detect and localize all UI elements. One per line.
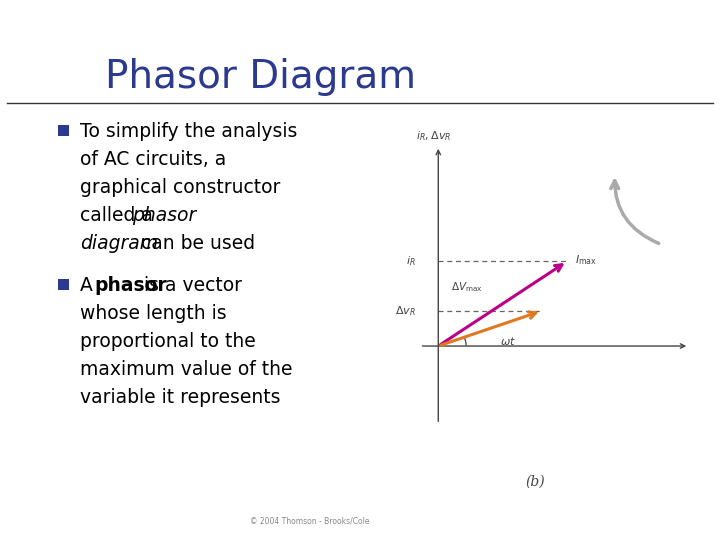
Text: $i_R,\Delta v_R$: $i_R,\Delta v_R$: [416, 129, 451, 143]
Text: diagram: diagram: [80, 234, 158, 253]
FancyArrowPatch shape: [611, 181, 659, 244]
Text: is a vector: is a vector: [138, 276, 242, 295]
Text: $i_R$: $i_R$: [406, 254, 416, 268]
Text: of AC circuits, a: of AC circuits, a: [80, 150, 226, 169]
Text: $I_{\rm max}$: $I_{\rm max}$: [575, 253, 596, 267]
Text: © 2004 Thomson - Brooks/Cole: © 2004 Thomson - Brooks/Cole: [251, 516, 370, 525]
Text: graphical constructor: graphical constructor: [80, 178, 280, 197]
Text: $\omega t$: $\omega t$: [500, 335, 516, 347]
Text: can be used: can be used: [135, 234, 255, 253]
Text: proportional to the: proportional to the: [80, 332, 256, 351]
Bar: [58, 125, 69, 136]
Text: $\Delta V_{\rm max}$: $\Delta V_{\rm max}$: [451, 280, 483, 294]
Text: $\Delta v_R$: $\Delta v_R$: [395, 304, 416, 318]
Text: Phasor Diagram: Phasor Diagram: [105, 58, 416, 96]
Text: phasor: phasor: [132, 206, 197, 225]
Text: maximum value of the: maximum value of the: [80, 360, 292, 379]
Text: (b): (b): [525, 475, 545, 489]
Text: called a: called a: [80, 206, 159, 225]
Bar: [58, 279, 69, 290]
Text: To simplify the analysis: To simplify the analysis: [80, 122, 297, 141]
Text: phasor: phasor: [94, 276, 167, 295]
Text: variable it represents: variable it represents: [80, 388, 281, 407]
Text: A: A: [80, 276, 99, 295]
Text: whose length is: whose length is: [80, 304, 227, 323]
